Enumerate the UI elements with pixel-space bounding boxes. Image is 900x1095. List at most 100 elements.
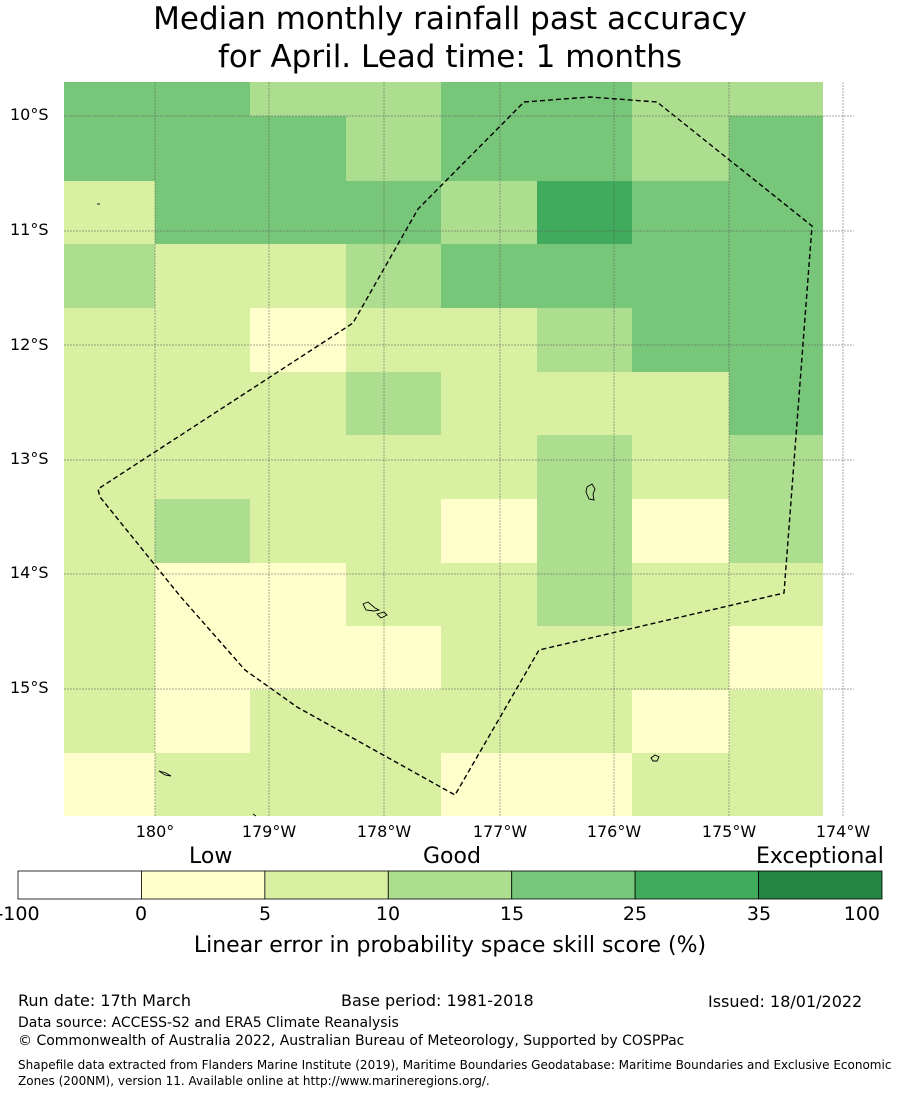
- grid-cell: [729, 435, 823, 499]
- grid-cell: [155, 181, 250, 244]
- grid-cell: [250, 181, 346, 244]
- grid-cell: [155, 563, 250, 626]
- grid-cell: [250, 753, 346, 816]
- grid-cell: [729, 690, 823, 753]
- grid-cell: [346, 690, 441, 753]
- category-good: Good: [423, 844, 481, 869]
- grid-cell: [64, 690, 155, 753]
- grid-cell: [441, 308, 537, 372]
- grid-cell: [537, 372, 632, 435]
- lat-label: 15°S: [10, 678, 49, 697]
- grid-cell: [64, 753, 155, 816]
- grid-cell: [64, 626, 155, 690]
- title-line-2: for April. Lead time: 1 months: [217, 39, 683, 75]
- title-line-1: Median monthly rainfall past accuracy: [153, 1, 747, 37]
- grid-cell: [632, 626, 729, 690]
- eez-boundary: [97, 96, 813, 796]
- grid-cell: [729, 626, 823, 690]
- island-shape: [252, 813, 257, 817]
- grid-cell: [729, 499, 823, 563]
- lon-label: 176°W: [586, 822, 642, 841]
- grid-cell: [64, 244, 155, 308]
- grid-cell: [346, 116, 441, 181]
- lon-label: 174°W: [815, 822, 871, 841]
- grid-cell: [250, 626, 346, 690]
- lon-label: 180°: [135, 822, 175, 841]
- grid-cell: [632, 244, 729, 308]
- grid-cell: [346, 499, 441, 563]
- grid-cell: [64, 181, 155, 244]
- category-exceptional: Exceptional: [756, 844, 884, 869]
- grid-cell: [729, 753, 823, 816]
- lat-label: 10°S: [10, 105, 49, 124]
- grid-cell: [441, 626, 537, 690]
- grid-cell: [64, 372, 155, 435]
- grid-cell: [346, 435, 441, 499]
- grid-cell: [155, 499, 250, 563]
- grid-cell: [441, 181, 537, 244]
- grid-cell: [537, 499, 632, 563]
- lon-label: 177°W: [472, 822, 528, 841]
- grid-cell: [64, 82, 155, 116]
- colorbar-tick: 10: [375, 903, 401, 925]
- grid-cell: [250, 308, 346, 372]
- grid-cell: [155, 435, 250, 499]
- grid-cell: [441, 563, 537, 626]
- grid-cell: [250, 435, 346, 499]
- grid-cell: [346, 308, 441, 372]
- grid-cell: [729, 181, 823, 244]
- grid-cell: [250, 563, 346, 626]
- grid-cell: [537, 116, 632, 181]
- colorbar-tick: 100: [843, 903, 880, 925]
- lon-label: 179°W: [241, 822, 297, 841]
- grid-cell: [441, 499, 537, 563]
- island-shape: [650, 754, 660, 762]
- grid-cell: [346, 244, 441, 308]
- lon-label: 178°W: [356, 822, 412, 841]
- category-low: Low: [189, 844, 233, 869]
- grid-cell: [250, 244, 346, 308]
- grid-cell: [537, 753, 632, 816]
- grid-cell: [537, 435, 632, 499]
- colorbar-segment: [387, 870, 513, 900]
- grid-cell: [537, 626, 632, 690]
- grid-cell: [729, 82, 823, 116]
- grid-cell: [346, 626, 441, 690]
- lat-label: 13°S: [10, 449, 49, 468]
- graticule: [64, 82, 854, 816]
- colorbar-segment: [634, 870, 759, 900]
- grid-cell: [729, 308, 823, 372]
- colorbar-tick: 5: [258, 903, 272, 925]
- grid-cell: [250, 116, 346, 181]
- grid-cell: [441, 244, 537, 308]
- colorbar-tick: 15: [499, 903, 525, 925]
- grid-cell: [632, 308, 729, 372]
- grid-cell: [537, 181, 632, 244]
- base-period: Base period: 1981-2018: [341, 991, 534, 1010]
- grid-cell: [441, 372, 537, 435]
- grid-cell: [632, 563, 729, 626]
- colorbar-segment: [17, 870, 142, 900]
- island-shape: [362, 601, 381, 612]
- grid-cell: [632, 690, 729, 753]
- grid-cell: [346, 82, 441, 116]
- grid-cell: [64, 499, 155, 563]
- grid-cell: [155, 116, 250, 181]
- data-source: Data source: ACCESS-S2 and ERA5 Climate …: [18, 1015, 399, 1031]
- grid-cell: [441, 116, 537, 181]
- grid-cell: [250, 499, 346, 563]
- colorbar-tick: 25: [622, 903, 648, 925]
- colorbar-tick: -100: [0, 903, 40, 925]
- grid-cell: [155, 753, 250, 816]
- grid-cell: [729, 372, 823, 435]
- grid-cell: [537, 690, 632, 753]
- lat-label: 11°S: [10, 220, 49, 239]
- grid-cell: [64, 435, 155, 499]
- grid-cell: [729, 116, 823, 181]
- grid-cell: [155, 372, 250, 435]
- grid-cell: [346, 181, 441, 244]
- colorbar-tick: 35: [746, 903, 772, 925]
- lon-label: 175°W: [701, 822, 757, 841]
- grid-cell: [632, 372, 729, 435]
